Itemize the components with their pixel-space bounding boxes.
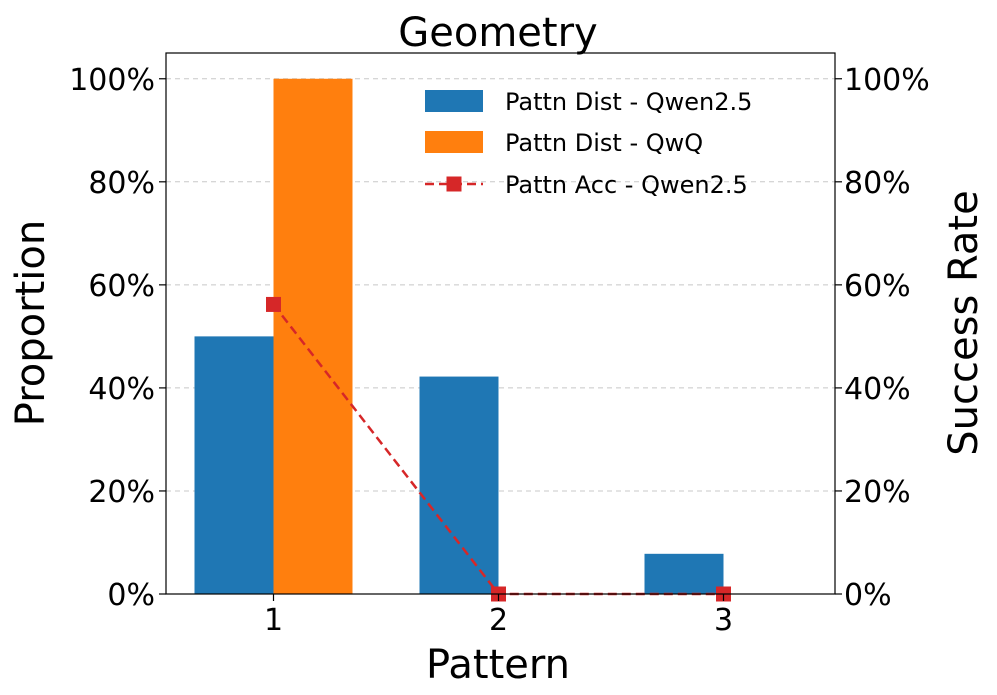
right-y-axis-label: Success Rate — [941, 190, 987, 455]
left-y-axis-label: Proportion — [8, 220, 54, 426]
right-y-axis-ticks: 0% 20% 40% 60% 80% 100% — [835, 63, 930, 613]
right-tick-label: 40% — [844, 372, 911, 407]
chart-title: Geometry — [398, 10, 597, 56]
legend-swatch — [425, 90, 483, 112]
legend-label: Pattn Dist - QwQ — [505, 129, 703, 157]
right-tick-label: 20% — [844, 475, 911, 510]
legend-swatch — [425, 131, 483, 153]
x-tick-label: 3 — [714, 603, 733, 638]
left-tick-label: 60% — [88, 269, 155, 304]
legend-label: Pattn Dist - Qwen2.5 — [505, 88, 752, 116]
bar-qwen25-pattern-2 — [419, 376, 499, 594]
left-tick-label: 20% — [88, 475, 155, 510]
x-axis-label: Pattern — [426, 642, 570, 688]
bar-qwen25-pattern-3 — [644, 553, 724, 594]
right-tick-label: 60% — [844, 269, 911, 304]
plot-frame — [165, 52, 836, 595]
legend-marker-swatch — [446, 176, 462, 192]
x-tick-label: 2 — [489, 603, 508, 638]
bar-qwen25-pattern-1 — [194, 336, 274, 594]
x-axis-ticks: 1 2 3 — [264, 594, 733, 638]
bar-qwq-pattern-1 — [273, 78, 353, 594]
bars — [194, 78, 724, 594]
right-tick-label: 100% — [844, 63, 930, 98]
legend-label: Pattn Acc - Qwen2.5 — [505, 171, 748, 199]
right-tick-label: 80% — [844, 166, 911, 201]
legend: Pattn Dist - Qwen2.5 Pattn Dist - QwQ Patt… — [425, 88, 752, 199]
success-rate-marker-pattern-1 — [266, 296, 281, 312]
left-tick-label: 100% — [69, 63, 155, 98]
right-tick-label: 0% — [844, 578, 892, 613]
left-tick-label: 0% — [107, 578, 155, 613]
left-y-axis-ticks: 0% 20% 40% 60% 80% 100% — [69, 63, 166, 613]
left-tick-label: 80% — [88, 166, 155, 201]
left-tick-label: 40% — [88, 372, 155, 407]
x-tick-label: 1 — [264, 603, 283, 638]
